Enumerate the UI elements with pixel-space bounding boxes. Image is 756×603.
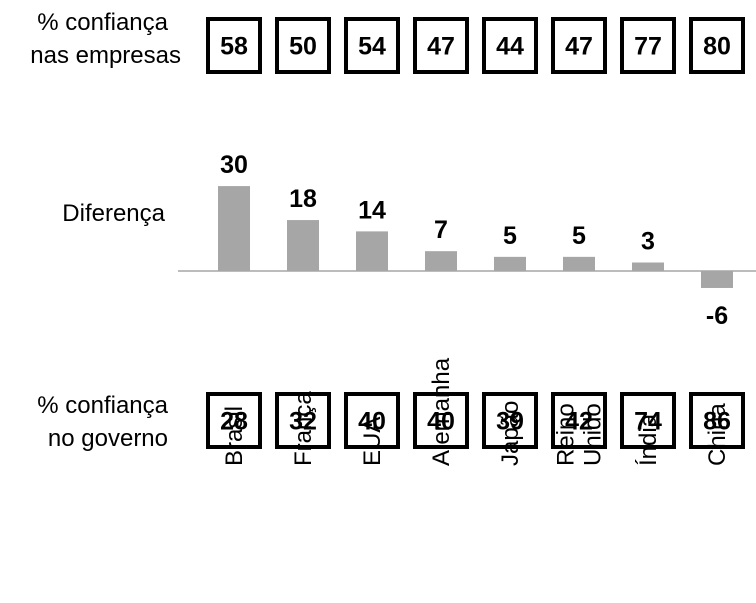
government-trust-box [275, 392, 331, 449]
category-label: EUA [359, 417, 386, 466]
difference-bar [425, 251, 457, 271]
category-label: Reino [553, 403, 580, 466]
government-trust-box [344, 392, 400, 449]
difference-value: 5 [572, 222, 586, 250]
difference-bar [356, 231, 388, 271]
government-trust-value: 40 [358, 408, 386, 436]
government-trust-box [413, 392, 469, 449]
business-trust-value: 80 [703, 33, 731, 61]
difference-bar [563, 256, 595, 271]
difference-value: 7 [434, 216, 448, 244]
category-label: Unido [580, 403, 607, 466]
difference-value: -6 [706, 302, 728, 330]
business-trust-box [275, 17, 331, 74]
business-trust-box [413, 17, 469, 74]
business-trust-value: 77 [634, 33, 662, 61]
business-trust-boxes: 58 50 54 47 44 47 77 80 [206, 17, 745, 74]
difference-bar [494, 256, 526, 271]
business-trust-box [551, 17, 607, 74]
government-trust-value: 40 [427, 408, 455, 436]
category-label: Japão [497, 401, 524, 466]
difference-bar [632, 262, 664, 271]
difference-value: 30 [220, 151, 248, 179]
government-trust-box [620, 392, 676, 449]
category-label: China [704, 403, 731, 466]
government-trust-value: 42 [565, 408, 593, 436]
difference-bar [701, 271, 733, 288]
government-trust-box [482, 392, 538, 449]
business-trust-box [689, 17, 745, 74]
category-label: Alemanha [428, 357, 455, 466]
business-trust-value: 44 [496, 33, 524, 61]
business-trust-label-line-2: nas empresas [30, 42, 181, 69]
business-trust-value: 47 [427, 33, 455, 61]
business-trust-box [344, 17, 400, 74]
business-trust-value: 47 [565, 33, 593, 61]
difference-value: 3 [641, 228, 655, 256]
difference-value: 5 [503, 222, 517, 250]
category-labels: Brasil França EUA Alemanha Japão Reino Unido Ín… [221, 357, 731, 466]
business-trust-label-line-1: % confiança [37, 9, 168, 36]
government-trust-value: 28 [220, 408, 248, 436]
category-label: Brasil [221, 406, 248, 466]
difference-bar [287, 220, 319, 271]
difference-label: Diferença [62, 200, 165, 227]
government-trust-box [551, 392, 607, 449]
government-trust-box [689, 392, 745, 449]
government-trust-label-line-1: % confiança [37, 392, 168, 419]
difference-value: 14 [358, 196, 386, 224]
difference-bar [218, 186, 250, 271]
business-trust-value: 54 [358, 33, 386, 61]
government-trust-value: 74 [634, 408, 662, 436]
business-trust-box [482, 17, 538, 74]
government-trust-value: 86 [703, 408, 731, 436]
category-label: França [290, 391, 317, 466]
business-trust-value: 58 [220, 33, 248, 61]
business-trust-box [206, 17, 262, 74]
government-trust-boxes: 28 32 40 40 39 42 74 86 [206, 392, 745, 449]
business-trust-box [620, 17, 676, 74]
government-trust-value: 32 [289, 408, 317, 436]
category-label: Índia [635, 413, 662, 466]
business-trust-value: 50 [289, 33, 317, 61]
difference-value: 18 [289, 185, 317, 213]
difference-bars: 30 18 14 7 5 5 3 -6 [178, 151, 756, 330]
government-trust-value: 39 [496, 408, 524, 436]
government-trust-box [206, 392, 262, 449]
government-trust-label-line-2: no governo [48, 425, 168, 452]
